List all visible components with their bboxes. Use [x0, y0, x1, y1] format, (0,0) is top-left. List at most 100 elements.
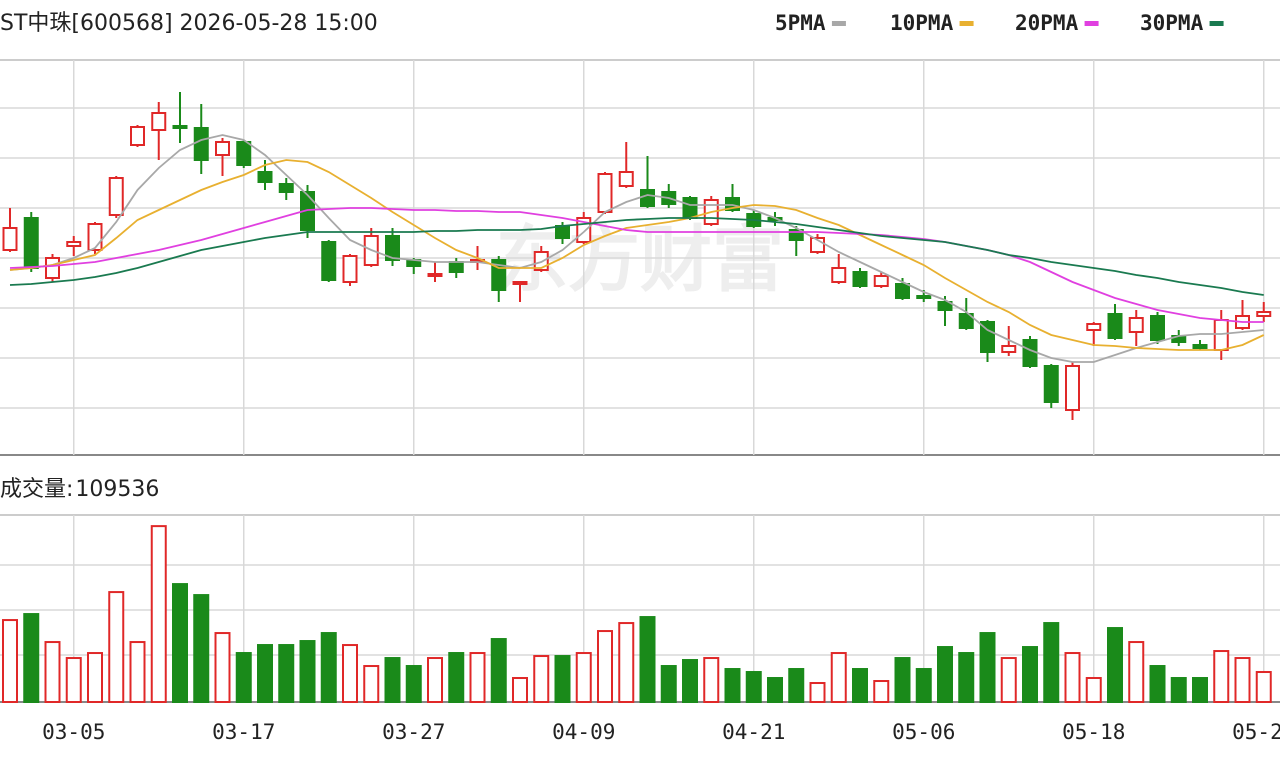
candle-body — [1001, 345, 1017, 353]
candle-body — [788, 229, 804, 241]
candle-body — [1065, 365, 1080, 411]
legend-label: 20PMA — [1015, 11, 1079, 35]
volume-bar — [129, 641, 146, 704]
volume-bar — [1085, 677, 1102, 703]
candle-body — [427, 273, 443, 277]
candle-body — [1043, 365, 1059, 403]
volume-bar — [682, 659, 698, 703]
volume-label: 成交量: — [0, 477, 73, 502]
candle-body — [342, 255, 358, 283]
volume-bar — [1255, 671, 1272, 703]
volume-bar — [809, 682, 826, 703]
x-tick-label: 04-21 — [722, 720, 785, 744]
candle-body — [278, 183, 294, 193]
candle-body — [172, 125, 188, 129]
x-tick-label: 03-17 — [212, 720, 275, 744]
ma-line — [9, 159, 1265, 351]
candle-body — [937, 301, 953, 311]
volume-bar — [193, 594, 210, 703]
ma-line — [9, 217, 1264, 296]
volume-bar — [618, 622, 635, 704]
volume-bar — [873, 680, 890, 704]
volume-bar — [235, 652, 252, 704]
legend-label: 5PMA — [775, 11, 826, 35]
volume-bar — [2, 619, 18, 703]
volume-bar — [852, 668, 868, 703]
candle-body — [1107, 313, 1123, 339]
candle-body — [1086, 323, 1102, 331]
volume-bar — [979, 632, 996, 704]
legend-label: 10PMA — [890, 11, 954, 35]
volume-bar — [65, 657, 82, 703]
legend-label: 30PMA — [1140, 11, 1204, 35]
volume-value: 109536 — [75, 477, 159, 502]
legend-swatch — [959, 21, 974, 26]
volume-bar — [214, 632, 231, 704]
candle-body — [236, 141, 252, 166]
x-tick-label: 04-09 — [552, 720, 615, 744]
volume-bar — [767, 677, 783, 703]
candle-body — [640, 189, 655, 207]
volume-bar — [44, 641, 61, 704]
candle-body — [512, 281, 528, 285]
candle-body — [45, 257, 60, 279]
volume-bar — [597, 630, 613, 703]
candle-body — [66, 241, 82, 247]
candle-body — [1213, 319, 1229, 351]
volume-bar — [320, 632, 337, 704]
ma-line — [9, 207, 1264, 323]
candle-body — [916, 295, 932, 299]
volume-bar — [448, 652, 465, 704]
volume-bar — [745, 671, 762, 704]
volume-bar — [299, 640, 316, 703]
candle-body — [215, 141, 230, 156]
volume-bar — [278, 644, 295, 703]
volume-bar — [1192, 677, 1208, 703]
volume-bar — [937, 646, 953, 704]
volume-bar — [427, 657, 443, 703]
volume-bar — [724, 668, 741, 703]
volume-bar — [405, 665, 422, 704]
volume-bar — [639, 616, 656, 704]
volume-bar — [575, 652, 592, 704]
volume-bar — [1234, 657, 1251, 703]
volume-bar — [554, 655, 571, 704]
volume-bar — [1128, 641, 1145, 704]
x-tick-label: 05-28 — [1232, 720, 1280, 744]
volume-bar — [1170, 677, 1187, 703]
volume-bar — [363, 665, 380, 704]
candle-body — [385, 235, 400, 261]
candle-body — [958, 313, 974, 329]
volume-bar — [342, 644, 358, 703]
candle-body — [321, 241, 337, 281]
legend-swatch — [831, 21, 846, 26]
volume-bar — [1043, 622, 1060, 704]
candle-body — [151, 112, 167, 131]
volume-bar — [150, 525, 167, 704]
chart-title: ST中珠[600568] 2026-05-28 15:00 — [0, 11, 378, 36]
volume-bar — [23, 613, 40, 703]
candle-body — [2, 227, 18, 251]
candle-body — [980, 321, 995, 353]
candle-body — [873, 275, 889, 287]
candle-body — [1256, 311, 1272, 317]
volume-bar — [703, 657, 720, 703]
volume-bar — [108, 591, 125, 703]
x-tick-label: 05-18 — [1062, 720, 1125, 744]
volume-bar — [490, 638, 507, 703]
volume-bar — [1000, 657, 1017, 703]
candle-body — [555, 225, 570, 239]
x-tick-label: 03-05 — [42, 720, 105, 744]
candle-body — [1192, 344, 1208, 349]
volume-bar — [1064, 652, 1081, 704]
candle-body — [597, 173, 613, 213]
volume-bar — [788, 668, 805, 703]
x-tick-label: 03-27 — [382, 720, 445, 744]
volume-bar — [915, 668, 932, 703]
volume-bar — [384, 657, 401, 703]
candle-body — [23, 217, 39, 269]
candle-body — [895, 283, 910, 299]
volume-bar — [830, 652, 847, 704]
volume-bar — [1213, 650, 1230, 704]
volume-bar — [894, 657, 911, 703]
